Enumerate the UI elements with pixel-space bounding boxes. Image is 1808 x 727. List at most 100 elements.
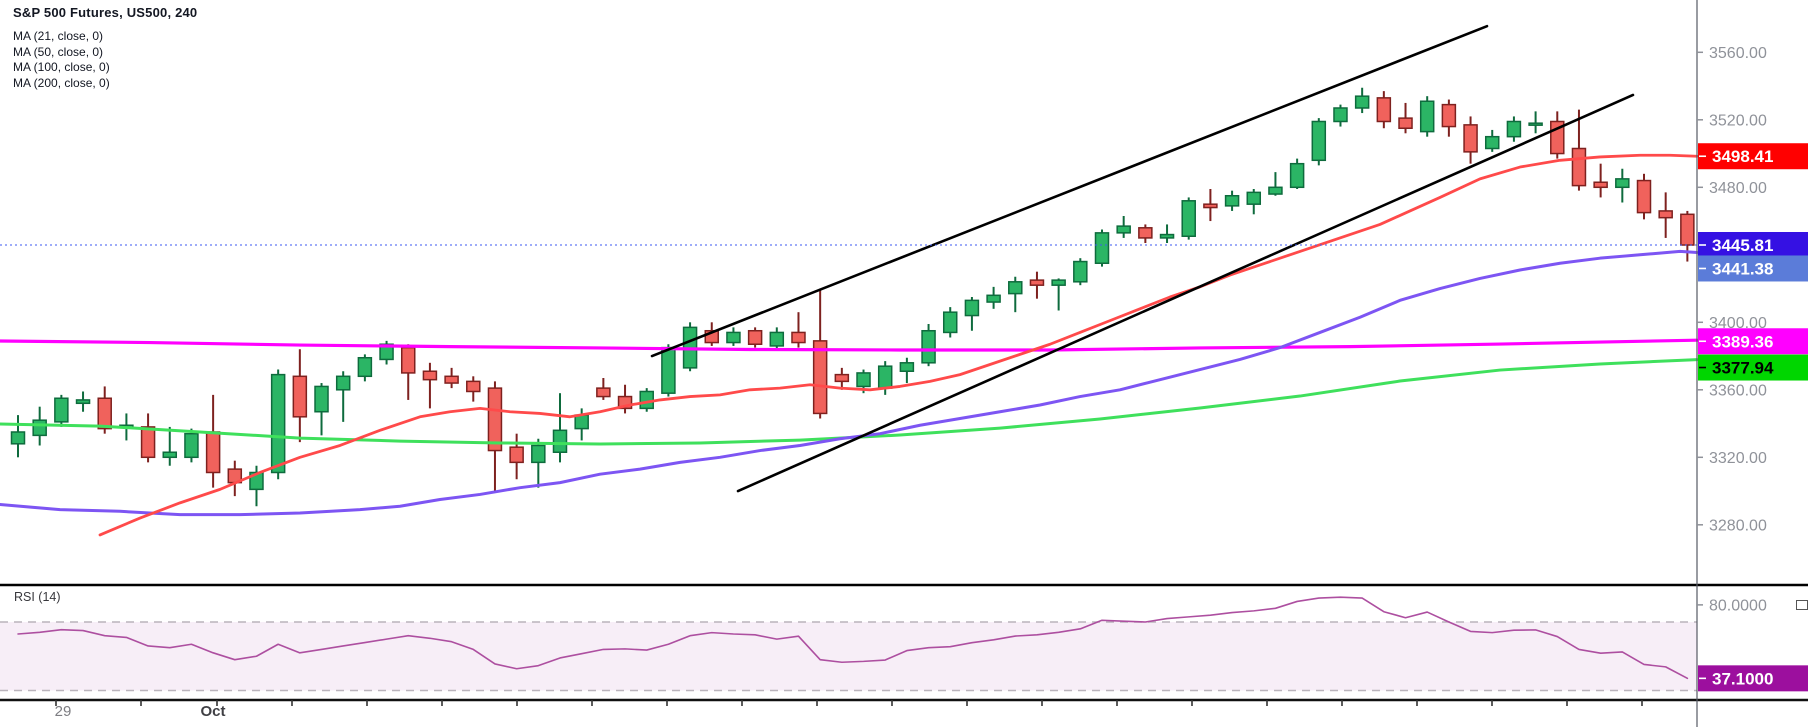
candle-up[interactable] — [10, 431, 26, 445]
candle-down[interactable] — [422, 370, 438, 381]
candle-up[interactable] — [1333, 107, 1348, 123]
price-axis-tick-label: 3480.00 — [1709, 180, 1767, 197]
ma200-line[interactable] — [0, 358, 1699, 446]
legend-ma21[interactable]: MA (21, close, 0) — [13, 29, 104, 43]
upper-trendline[interactable] — [650, 24, 1489, 358]
candle-down[interactable] — [1138, 227, 1153, 239]
candle-up[interactable] — [1311, 120, 1327, 162]
candle-up[interactable] — [964, 299, 980, 317]
candle-up[interactable] — [639, 390, 654, 410]
candle-up[interactable] — [314, 385, 329, 413]
candle-up[interactable] — [1159, 233, 1175, 239]
candle-up[interactable] — [54, 397, 69, 423]
candle-down[interactable] — [791, 331, 806, 344]
candle-down[interactable] — [1376, 97, 1392, 123]
candle-down[interactable] — [747, 329, 763, 345]
price-label-box — [1698, 255, 1808, 282]
candle-up[interactable] — [661, 346, 676, 394]
candle-up[interactable] — [769, 331, 785, 347]
price-axis-tick-label: 3520.00 — [1709, 112, 1767, 129]
candle-down[interactable] — [1680, 213, 1695, 246]
candle-down[interactable] — [617, 395, 633, 410]
candle-up[interactable] — [1419, 100, 1435, 133]
rsi-indicator-label[interactable]: RSI (14) — [14, 590, 61, 604]
candle-up[interactable] — [1268, 186, 1283, 195]
candle-up[interactable] — [1116, 225, 1131, 234]
price-axis-tick-label: 3360.00 — [1709, 382, 1767, 399]
rsi-axis-tick-label: 80.0000 — [1709, 597, 1767, 614]
candle-down[interactable] — [140, 426, 156, 459]
candle-up[interactable] — [1528, 122, 1543, 126]
candle-up[interactable] — [1484, 135, 1500, 150]
candle-up[interactable] — [574, 414, 589, 430]
legend-ma200[interactable]: MA (200, close, 0) — [13, 75, 110, 90]
ma50-line[interactable] — [0, 249, 1699, 517]
candle-up[interactable] — [32, 419, 47, 437]
candle-up[interactable] — [942, 311, 958, 334]
candle-down[interactable] — [1636, 179, 1652, 214]
candle-up[interactable] — [1246, 191, 1262, 205]
candle-up[interactable] — [1094, 232, 1110, 264]
candle-down[interactable] — [834, 373, 850, 383]
candle-up[interactable] — [1615, 178, 1630, 189]
candle-down[interactable] — [596, 387, 611, 398]
price-label-3377.94: 3377.94 — [1712, 359, 1774, 378]
ma100-line[interactable] — [0, 338, 1699, 352]
candle-up[interactable] — [1008, 281, 1023, 295]
candle-up[interactable] — [1354, 95, 1370, 109]
candle-up[interactable] — [379, 343, 394, 361]
price-axis-tick-label: 3280.00 — [1709, 517, 1767, 534]
candle-down[interactable] — [1658, 210, 1673, 219]
price-label-box — [1698, 354, 1808, 381]
candle-up[interactable] — [1506, 120, 1522, 138]
rsi-panel-maximize-icon[interactable] — [1796, 600, 1808, 610]
candle-up[interactable] — [162, 451, 178, 459]
candle-up[interactable] — [1224, 194, 1240, 207]
x-axis-label-oct: Oct — [200, 703, 226, 720]
candle-down[interactable] — [1571, 147, 1587, 187]
rsi-value-label: 37.1000 — [1712, 669, 1773, 688]
candle-up[interactable] — [726, 331, 741, 344]
candle-up[interactable] — [899, 362, 915, 372]
candle-down[interactable] — [1593, 181, 1608, 189]
candle-up[interactable] — [921, 329, 936, 364]
candle-down[interactable] — [1441, 103, 1457, 128]
candle-up[interactable] — [184, 432, 199, 459]
candle-up[interactable] — [1051, 279, 1066, 286]
candle-up[interactable] — [531, 444, 546, 464]
legend-ma100[interactable]: MA (100, close, 0) — [13, 60, 110, 74]
legend-ma50[interactable]: MA (50, close, 0) — [13, 44, 104, 59]
candle-down[interactable] — [812, 340, 828, 415]
candle-down[interactable] — [205, 431, 221, 474]
candle-up[interactable] — [357, 356, 373, 378]
candle-up[interactable] — [75, 399, 91, 405]
candle-up[interactable] — [270, 373, 286, 474]
candle-up[interactable] — [856, 372, 871, 388]
candle-down[interactable] — [1463, 124, 1478, 153]
candle-up[interactable] — [1181, 200, 1196, 237]
candle-down[interactable] — [1398, 117, 1413, 129]
candle-down[interactable] — [97, 397, 112, 430]
candle-down[interactable] — [444, 375, 459, 384]
candle-up[interactable] — [986, 294, 1001, 303]
candle-up[interactable] — [552, 429, 568, 453]
lower-trendline[interactable] — [736, 93, 1635, 493]
candle-up[interactable] — [1289, 162, 1305, 189]
chart-legend: S&P 500 Futures, US500, 240 MA (21, clos… — [13, 5, 197, 89]
rsi-line[interactable] — [17, 596, 1689, 680]
x-axis-label-29: 29 — [54, 703, 72, 720]
candle-down[interactable] — [509, 446, 524, 464]
candle-down[interactable] — [704, 329, 720, 344]
candle-up[interactable] — [877, 365, 893, 389]
candle-up[interactable] — [335, 375, 351, 391]
candle-down[interactable] — [292, 375, 308, 418]
candle-down[interactable] — [487, 387, 503, 452]
candle-down[interactable] — [1203, 203, 1218, 209]
candle-down[interactable] — [466, 380, 481, 393]
candle-down[interactable] — [1029, 279, 1045, 286]
ma21-line[interactable] — [98, 153, 1699, 537]
candle-up[interactable] — [1073, 260, 1088, 283]
chart-title: S&P 500 Futures, US500, 240 — [13, 5, 198, 20]
candle-down[interactable] — [400, 346, 416, 374]
